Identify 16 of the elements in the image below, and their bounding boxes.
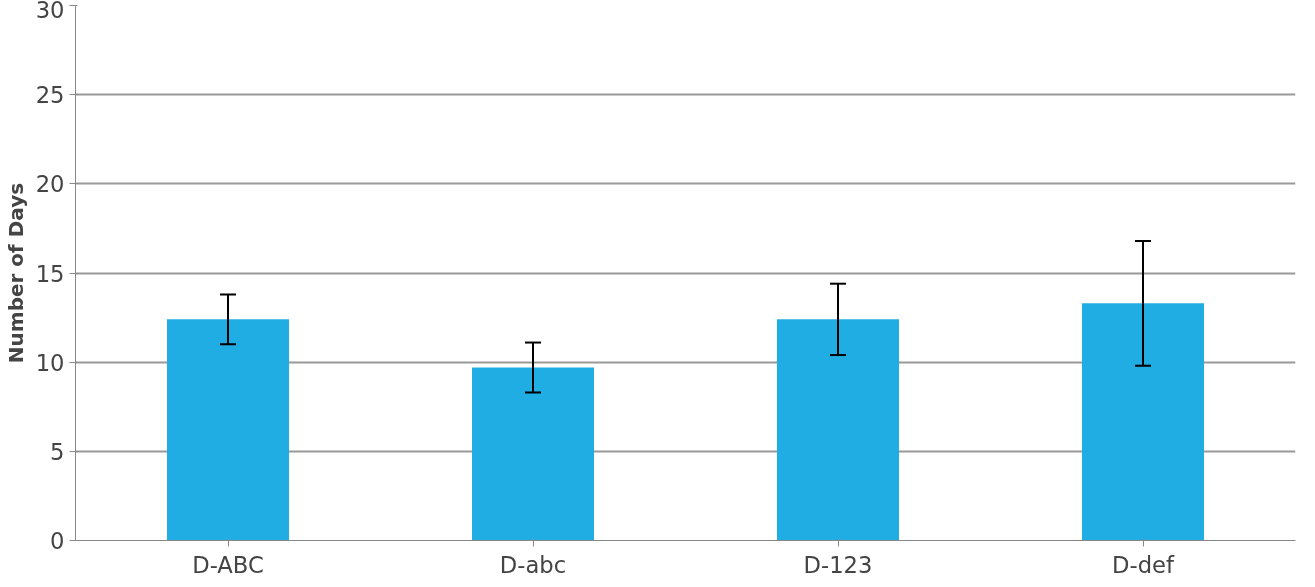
- bar: [167, 319, 289, 541]
- y-axis-title: Number of Days: [3, 182, 28, 364]
- y-tick-label: 15: [35, 260, 65, 287]
- y-tick-label: 10: [35, 349, 65, 376]
- x-tick-label: D-abc: [499, 551, 567, 578]
- x-tick-label: D-def: [1112, 551, 1175, 578]
- x-tick-label: D-123: [803, 551, 873, 578]
- y-tick-label: 30: [35, 0, 65, 23]
- bar: [1082, 303, 1204, 541]
- bar: [472, 367, 594, 541]
- y-tick-label: 25: [35, 82, 65, 109]
- y-tick-label: 5: [50, 438, 65, 465]
- x-tick-label: D-ABC: [192, 551, 264, 578]
- y-tick-label: 0: [50, 528, 65, 554]
- bar: [777, 319, 899, 541]
- y-tick-label: 20: [35, 171, 65, 198]
